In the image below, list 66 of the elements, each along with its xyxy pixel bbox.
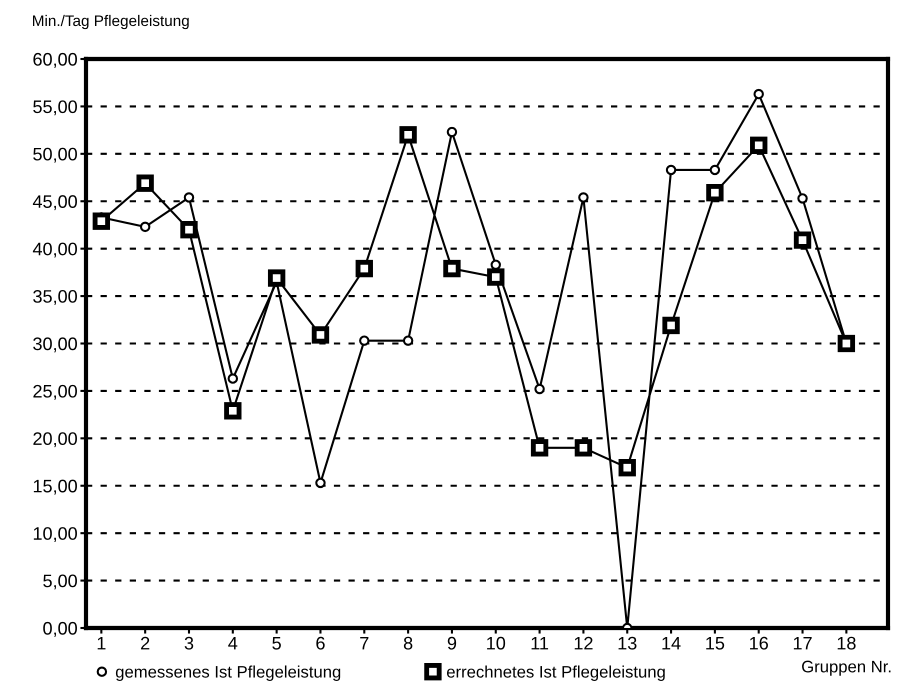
y-tick-label: 60,00 bbox=[33, 52, 77, 68]
x-tick-label: 11 bbox=[532, 636, 548, 650]
y-axis-title: Min./Tag Pflegeleistung bbox=[33, 14, 189, 30]
point bbox=[574, 439, 592, 456]
point bbox=[92, 212, 110, 230]
point bbox=[356, 260, 373, 278]
x-axis-title: Gruppen Nr. bbox=[802, 660, 890, 676]
x-tick-label: 8 bbox=[404, 636, 412, 650]
x-tick-label: 6 bbox=[316, 636, 325, 650]
point bbox=[797, 193, 808, 204]
point bbox=[315, 478, 326, 488]
x-tick-label: 17 bbox=[794, 636, 812, 650]
point bbox=[487, 268, 504, 286]
point bbox=[662, 316, 680, 334]
x-tick-label: 10 bbox=[487, 636, 506, 650]
point bbox=[399, 126, 417, 144]
point bbox=[578, 192, 589, 203]
y-tick-label: 25,00 bbox=[33, 384, 77, 400]
x-tick-label: 9 bbox=[448, 636, 456, 650]
x-tick-label: 2 bbox=[141, 636, 150, 650]
y-tick-label: 0,00 bbox=[43, 622, 77, 637]
legend-label: gemessenes Ist Pflegeleistung bbox=[116, 665, 340, 681]
x-tick-label: 15 bbox=[706, 636, 724, 650]
x-tick-label: 18 bbox=[838, 636, 856, 650]
point bbox=[180, 221, 198, 238]
point bbox=[754, 88, 764, 100]
point bbox=[312, 326, 330, 344]
x-tick-label: 7 bbox=[360, 636, 368, 650]
point bbox=[224, 402, 242, 420]
x-tick-label: 16 bbox=[750, 636, 768, 650]
point bbox=[268, 269, 286, 287]
y-tick-label: 50,00 bbox=[33, 148, 77, 163]
x-tick-label: 13 bbox=[618, 636, 636, 650]
y-tick-label: 40,00 bbox=[32, 242, 77, 258]
x-tick-label: 4 bbox=[228, 636, 238, 650]
x-tick-label: 3 bbox=[184, 636, 194, 650]
point bbox=[140, 222, 150, 232]
point bbox=[794, 231, 812, 249]
point bbox=[136, 174, 154, 192]
point bbox=[228, 373, 238, 384]
point bbox=[706, 184, 724, 202]
point bbox=[490, 260, 501, 270]
point bbox=[446, 126, 458, 138]
y-tick-label: 30,00 bbox=[33, 337, 77, 352]
y-tick-label: 5,00 bbox=[43, 574, 77, 590]
point bbox=[534, 384, 545, 394]
point bbox=[710, 164, 720, 176]
y-tick-label: 55,00 bbox=[33, 100, 77, 116]
point bbox=[402, 335, 414, 346]
y-tick-label: 35,00 bbox=[33, 290, 77, 305]
point bbox=[666, 164, 676, 176]
y-tick-label: 15,00 bbox=[34, 480, 77, 495]
y-tick-label: 45,00 bbox=[32, 195, 77, 210]
x-tick-label: 1 bbox=[98, 636, 106, 650]
point bbox=[750, 136, 768, 154]
x-tick-label: 12 bbox=[574, 636, 593, 650]
y-tick-label: 20,00 bbox=[33, 432, 77, 448]
point bbox=[184, 192, 194, 203]
x-tick-label: 14 bbox=[662, 636, 681, 650]
y-tick-label: 10,00 bbox=[34, 527, 77, 542]
legend-label: errechnetes Ist Pflegeleistung bbox=[446, 665, 665, 681]
point bbox=[359, 335, 370, 346]
point bbox=[530, 439, 548, 456]
x-tick-label: 5 bbox=[272, 636, 281, 650]
point bbox=[618, 459, 636, 476]
point bbox=[443, 260, 461, 278]
